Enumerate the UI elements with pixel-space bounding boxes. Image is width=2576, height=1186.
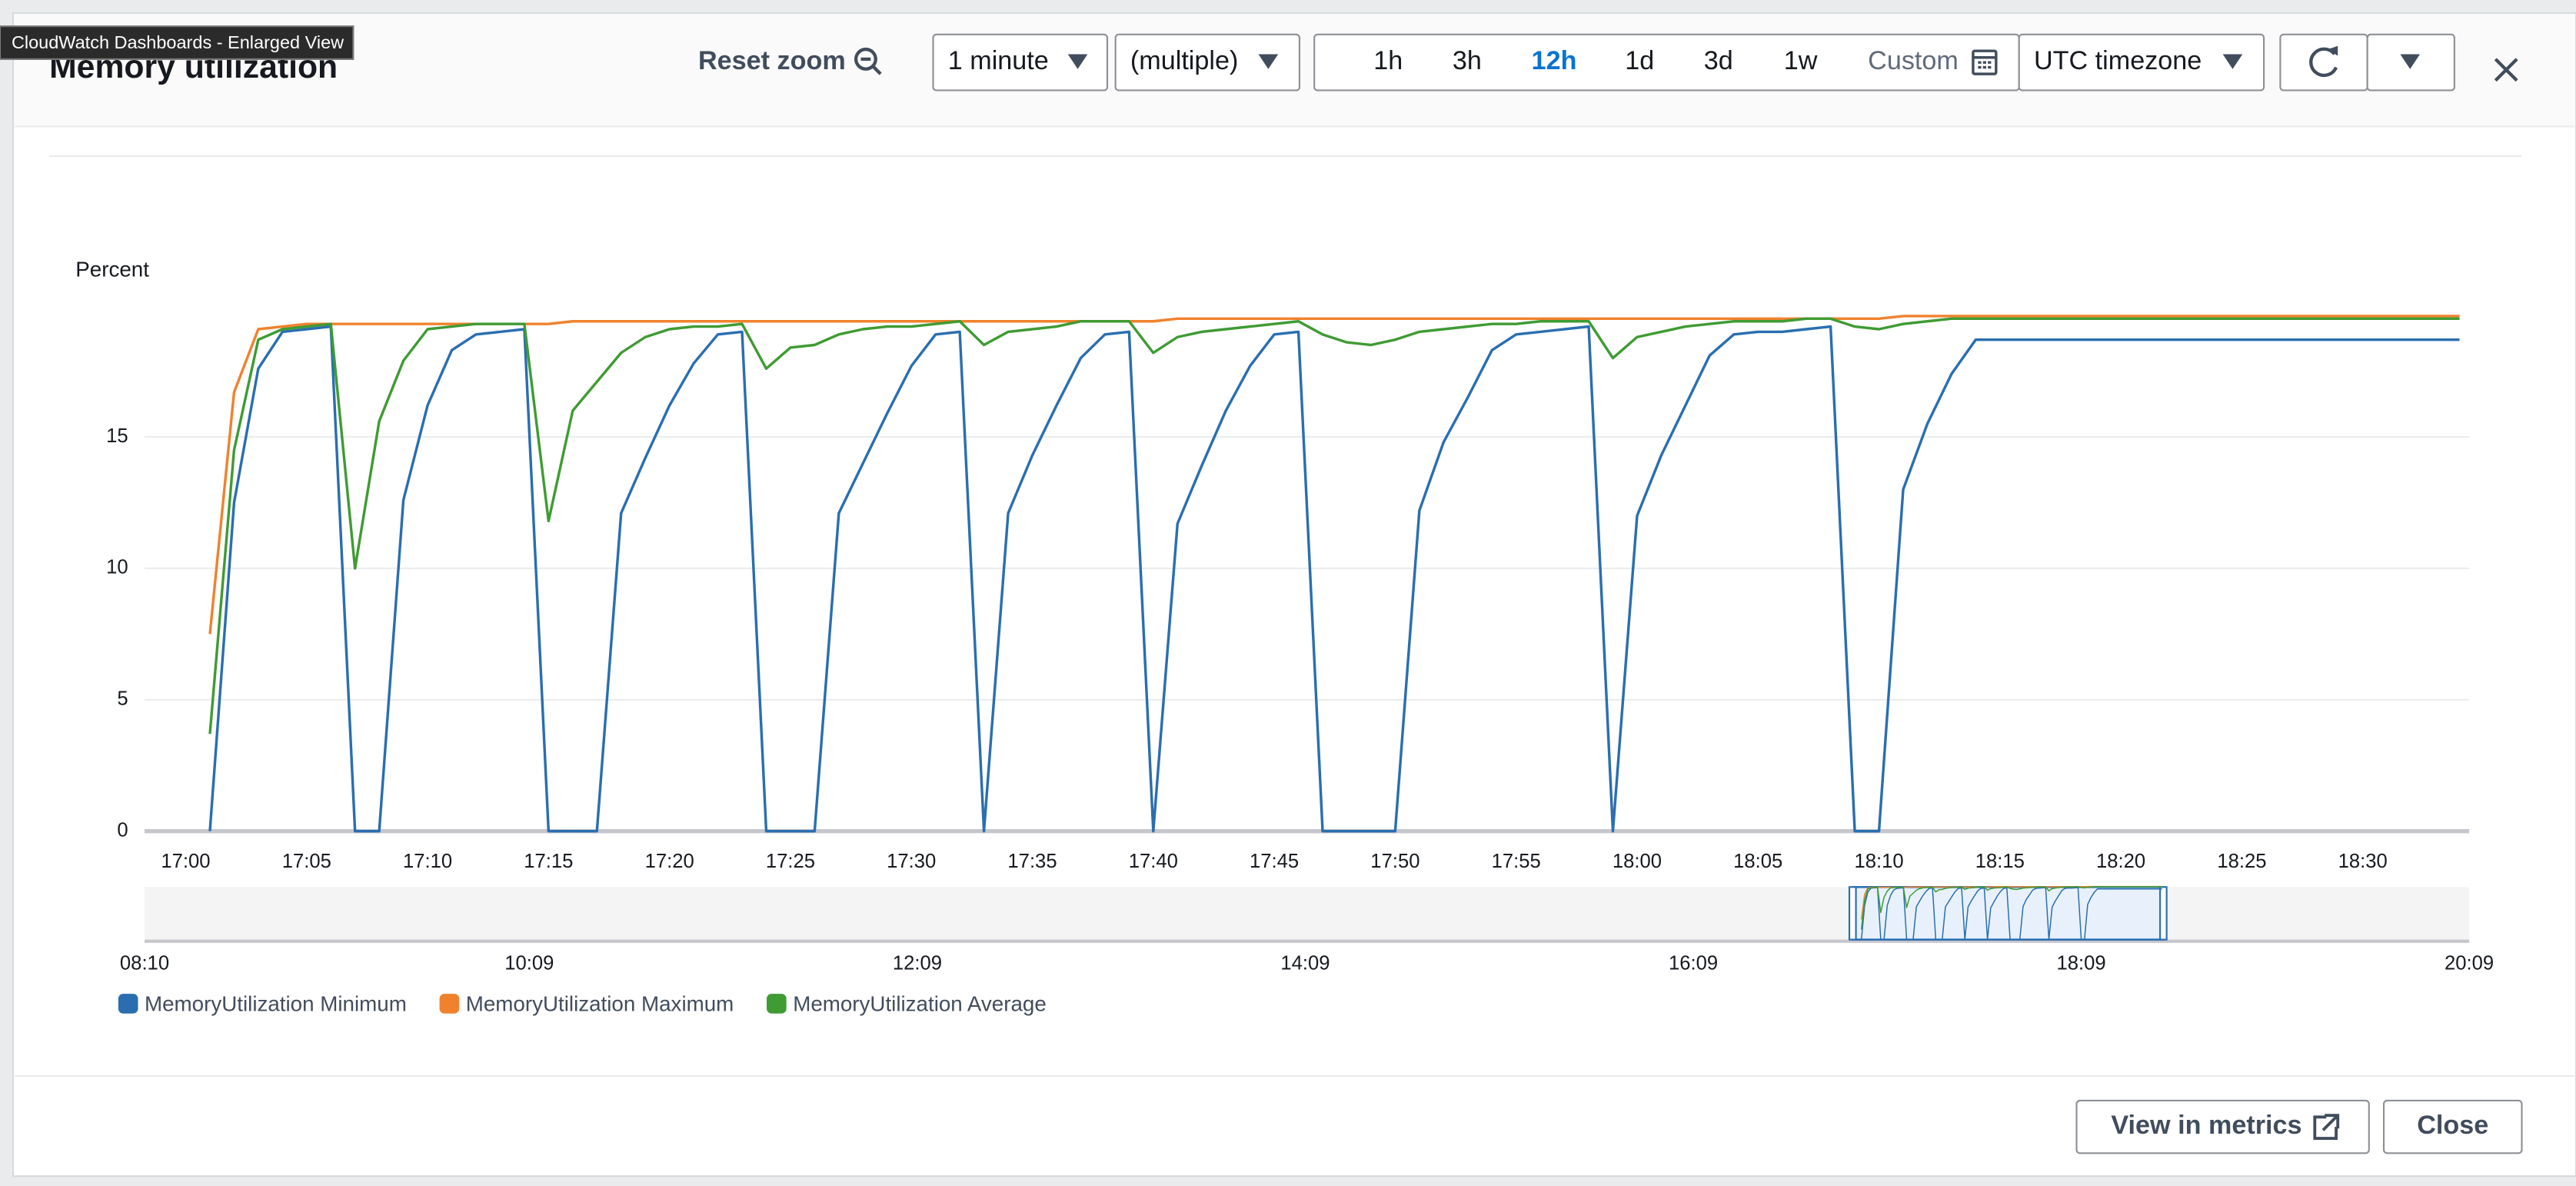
x-tick-label: 17:45 bbox=[1250, 851, 1299, 872]
x-tick-label: 17:15 bbox=[524, 851, 573, 872]
x-tick-label: 17:05 bbox=[282, 851, 331, 872]
caret bbox=[2400, 54, 2421, 69]
close-button[interactable] bbox=[2382, 1099, 2523, 1154]
refresh-icon bbox=[2328, 45, 2338, 56]
calendar-icon bbox=[1972, 49, 1998, 75]
view-in-metrics-label[interactable]: View in metrics bbox=[2111, 1111, 2301, 1140]
x-tick-label: 18:20 bbox=[2096, 851, 2145, 872]
range-button[interactable]: 1h bbox=[1373, 46, 1403, 75]
legend-label[interactable]: MemoryUtilization Minimum bbox=[145, 991, 407, 1015]
legend: MemoryUtilization Minimum MemoryUtilizati… bbox=[118, 991, 1047, 1015]
overview-line bbox=[1860, 886, 2162, 930]
close-label[interactable]: Close bbox=[2417, 1111, 2488, 1140]
x-tick-label: 18:15 bbox=[1975, 851, 2025, 872]
external-icon bbox=[2313, 1114, 2340, 1140]
overview-tick-label: 20:09 bbox=[2445, 952, 2494, 974]
legend-label[interactable]: MemoryUtilization Maximum bbox=[466, 991, 734, 1015]
y-tick-label: 10 bbox=[106, 557, 128, 578]
statistic-dropdown[interactable] bbox=[1114, 33, 1301, 92]
reset-zoom[interactable]: Reset zoom bbox=[698, 46, 882, 75]
y-tick-label: 0 bbox=[117, 819, 128, 841]
x-tick-label: 17:40 bbox=[1129, 851, 1178, 872]
dialog bbox=[12, 12, 2576, 1178]
period-label[interactable]: 1 minute bbox=[948, 46, 1049, 75]
x-tick-label: 17:30 bbox=[887, 851, 936, 872]
y-axis-label: Percent bbox=[75, 258, 149, 282]
x-tick-label: 18:05 bbox=[1733, 851, 1782, 872]
custom-range[interactable]: Custom bbox=[1868, 46, 1959, 75]
zoom-icon bbox=[854, 47, 877, 71]
y-tick-label: 5 bbox=[117, 688, 128, 710]
x-tick-label: 17:10 bbox=[403, 851, 452, 872]
legend-swatch bbox=[439, 994, 460, 1014]
overview: 08:10 10:09 12:09 14:09 16:09 18:09 20:09 bbox=[120, 885, 2494, 974]
tooltip-text: CloudWatch Dashboards - Enlarged View bbox=[12, 32, 344, 52]
x-tick-label: 17:00 bbox=[161, 851, 210, 872]
x-tick-label: 18:00 bbox=[1612, 851, 1662, 872]
reset-zoom-label[interactable]: Reset zoom bbox=[698, 46, 846, 75]
legend-swatch bbox=[118, 994, 138, 1014]
x-tick-label: 17:50 bbox=[1370, 851, 1419, 872]
timezone-dropdown[interactable] bbox=[2018, 33, 2265, 92]
range-button[interactable]: 1w bbox=[1784, 46, 1818, 75]
y-tick-label: 15 bbox=[106, 425, 128, 447]
caret bbox=[2222, 54, 2243, 69]
x-tick-label: 17:25 bbox=[766, 851, 815, 872]
overview-tick-label: 08:10 bbox=[120, 952, 169, 974]
legend-swatch bbox=[767, 994, 787, 1014]
statistic-label[interactable]: (multiple) bbox=[1130, 46, 1238, 75]
timezone-label[interactable]: UTC timezone bbox=[2034, 46, 2202, 75]
range-button[interactable]: 12h bbox=[1532, 46, 1577, 75]
series-line bbox=[208, 325, 2460, 833]
refresh-icon bbox=[2309, 47, 2338, 78]
overview-line bbox=[1860, 887, 2162, 941]
plot: 0 5 10 15 17:00 17:05 17:10 17:15 17:20 17:25 17:3… bbox=[106, 315, 2470, 872]
calendar-icon bbox=[1972, 49, 1998, 75]
refresh-button[interactable] bbox=[2279, 33, 2368, 92]
x-tick-label: 18:25 bbox=[2217, 851, 2266, 872]
selection-handle[interactable] bbox=[1848, 886, 1857, 941]
series-line bbox=[208, 315, 2460, 635]
caret bbox=[1067, 54, 1088, 69]
overview-tick-label: 12:09 bbox=[893, 952, 942, 974]
tooltip bbox=[0, 25, 354, 60]
caret bbox=[1258, 54, 1279, 69]
overview-tick-label: 10:09 bbox=[504, 952, 554, 974]
selection-handle[interactable] bbox=[2159, 886, 2168, 941]
period-dropdown[interactable] bbox=[932, 33, 1109, 92]
view-in-metrics-button[interactable] bbox=[2075, 1099, 2370, 1154]
overview-tick-label: 14:09 bbox=[1280, 952, 1330, 974]
close-icon[interactable] bbox=[2494, 58, 2518, 82]
range-button[interactable]: 1d bbox=[1625, 46, 1654, 75]
x-tick-label: 17:55 bbox=[1492, 851, 1541, 872]
range-button[interactable]: 3d bbox=[1704, 46, 1733, 75]
x-tick-label: 17:20 bbox=[645, 851, 694, 872]
series-line bbox=[208, 317, 2460, 735]
legend-label[interactable]: MemoryUtilization Average bbox=[793, 991, 1047, 1015]
zoom-icon bbox=[870, 64, 882, 75]
x-tick-label: 18:30 bbox=[2338, 851, 2388, 872]
overview-tick-label: 18:09 bbox=[2056, 952, 2105, 974]
x-tick-label: 18:10 bbox=[1854, 851, 1903, 872]
calendar-icon bbox=[1978, 61, 1992, 69]
x-tick-label: 17:35 bbox=[1007, 851, 1057, 872]
overview-tick-label: 16:09 bbox=[1669, 952, 1718, 974]
range-button[interactable]: 3h bbox=[1453, 46, 1482, 75]
